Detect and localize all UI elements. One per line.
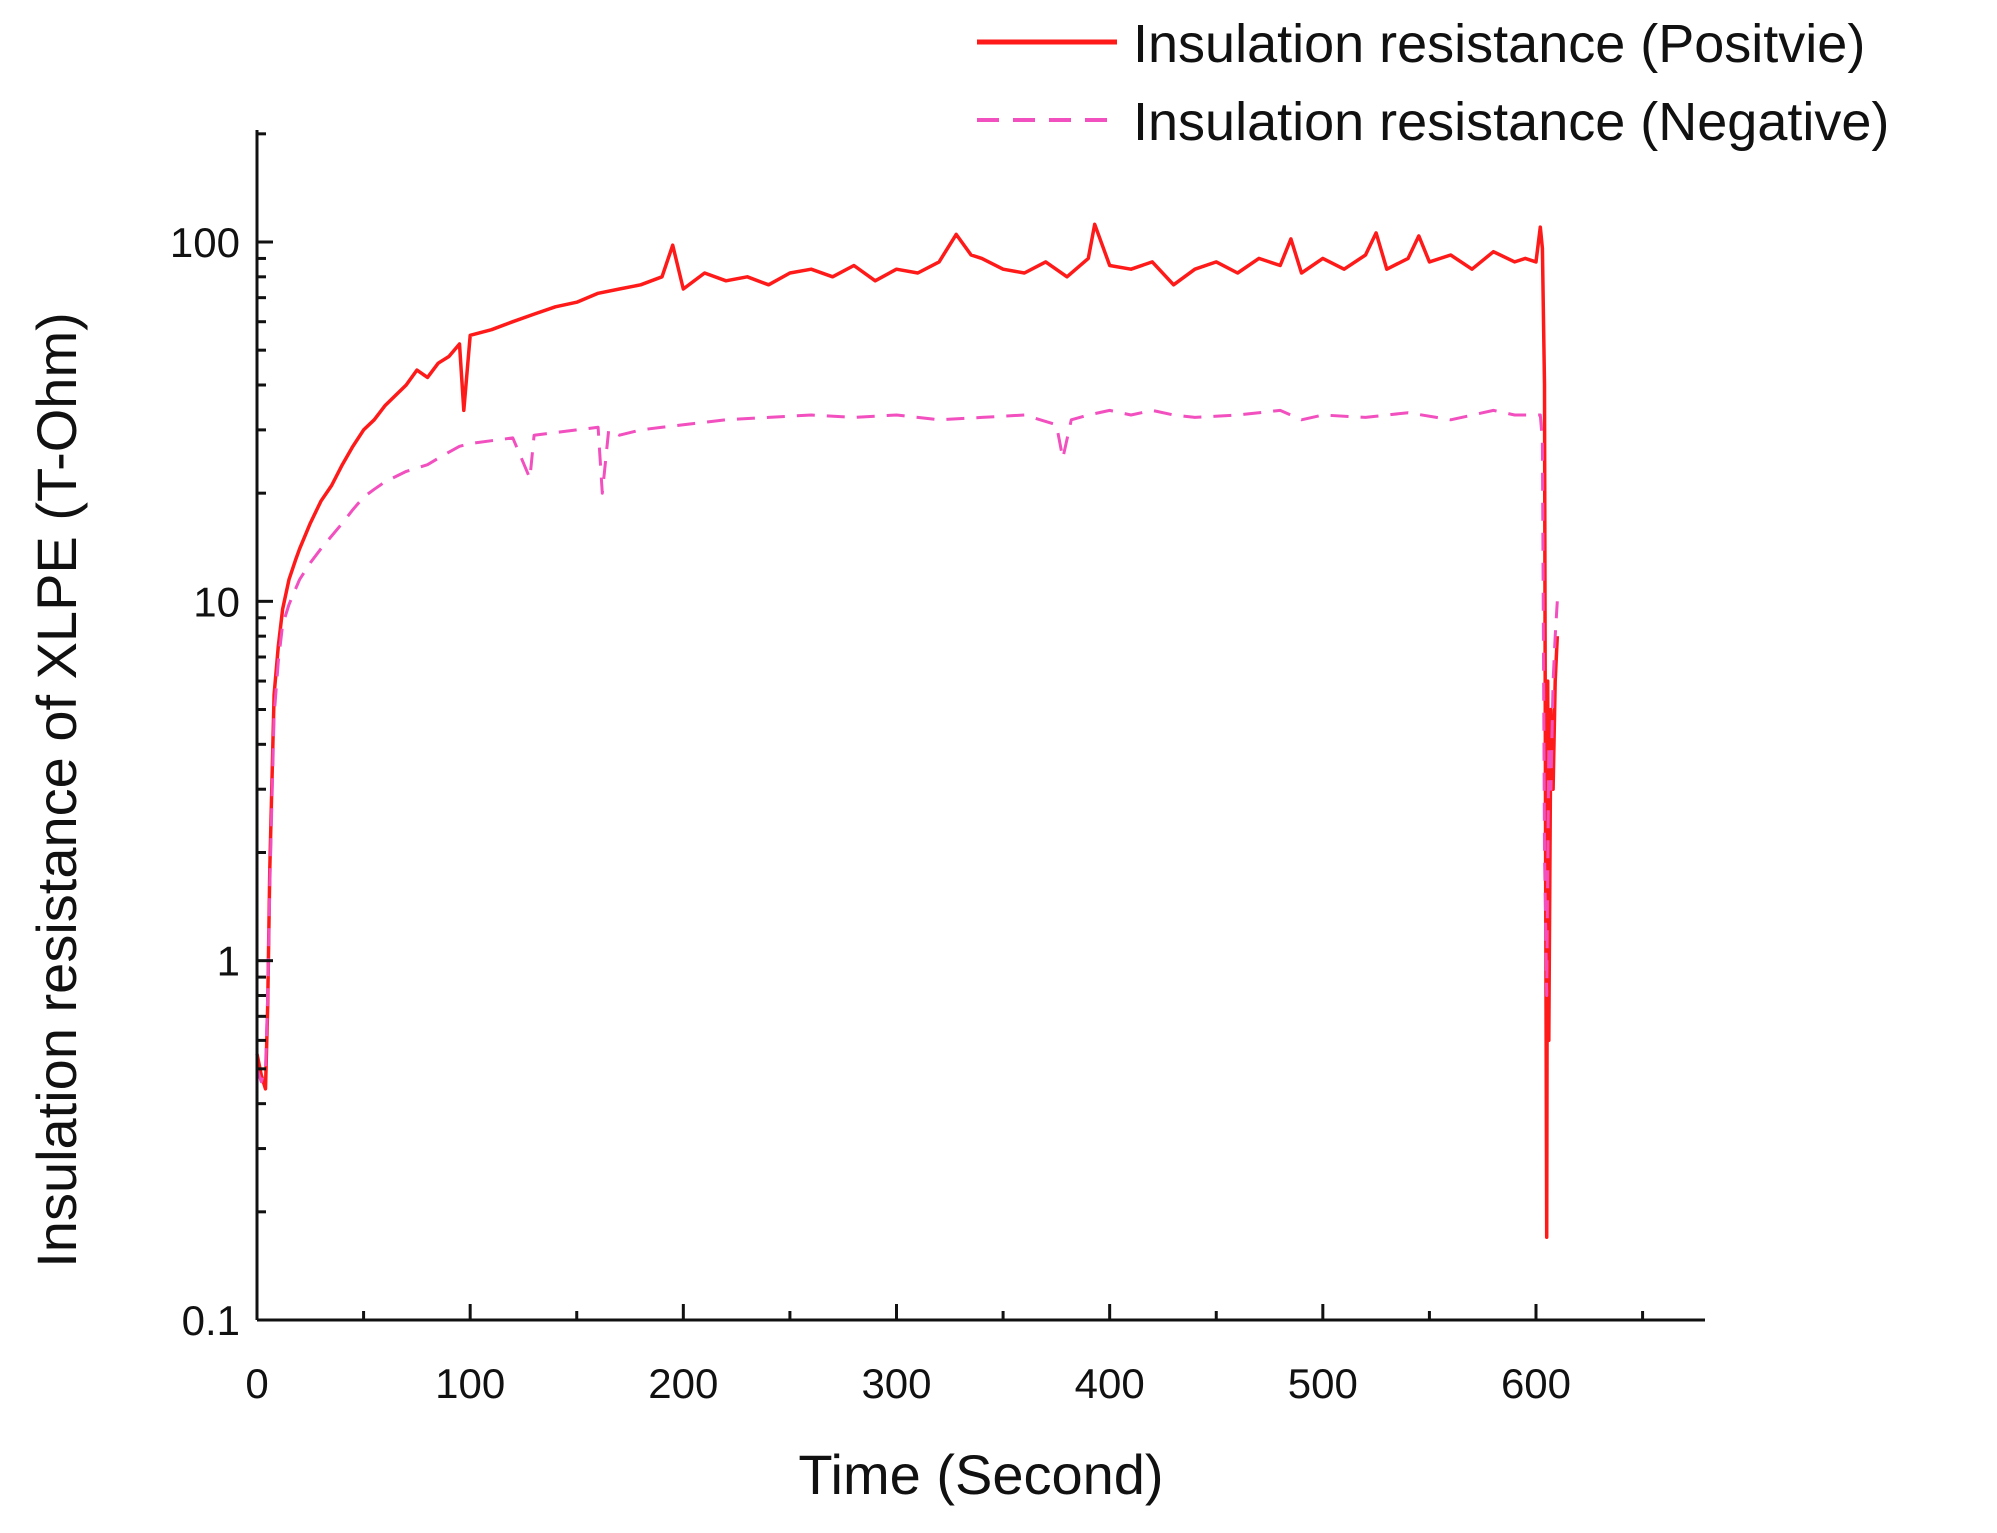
y-tick-label: 0.1 xyxy=(182,1297,240,1344)
x-tick-label: 500 xyxy=(1288,1360,1358,1407)
series-layer xyxy=(255,222,1560,1239)
x-tick-label: 300 xyxy=(861,1360,931,1407)
y-tick-label: 100 xyxy=(170,219,240,266)
axes xyxy=(255,130,1705,1322)
x-tick-label: 100 xyxy=(435,1360,505,1407)
x-tick-label: 600 xyxy=(1501,1360,1571,1407)
x-axis-title: Time (Second) xyxy=(798,1443,1163,1506)
x-tick-label: 400 xyxy=(1075,1360,1145,1407)
series-line-negative xyxy=(255,408,1559,1084)
legend-label-positive: Insulation resistance (Positvie) xyxy=(1133,14,1865,74)
x-ticks: 0 100 200 300 400 500 600 xyxy=(245,1304,1645,1407)
x-tick-label: 200 xyxy=(648,1360,718,1407)
legend-label-negative: Insulation resistance (Negative) xyxy=(1133,92,1889,152)
series-line-positive xyxy=(255,222,1560,1239)
y-ticks: 0.1 1 10 100 xyxy=(170,132,273,1344)
y-tick-label: 1 xyxy=(217,938,240,985)
y-axis-title: Insulation resistance of XLPE (T-Ohm) xyxy=(25,312,88,1268)
x-tick-label: 0 xyxy=(245,1360,268,1407)
y-tick-label: 10 xyxy=(193,578,240,625)
legend: Insulation resistance (Positvie) Insulat… xyxy=(977,14,1889,152)
